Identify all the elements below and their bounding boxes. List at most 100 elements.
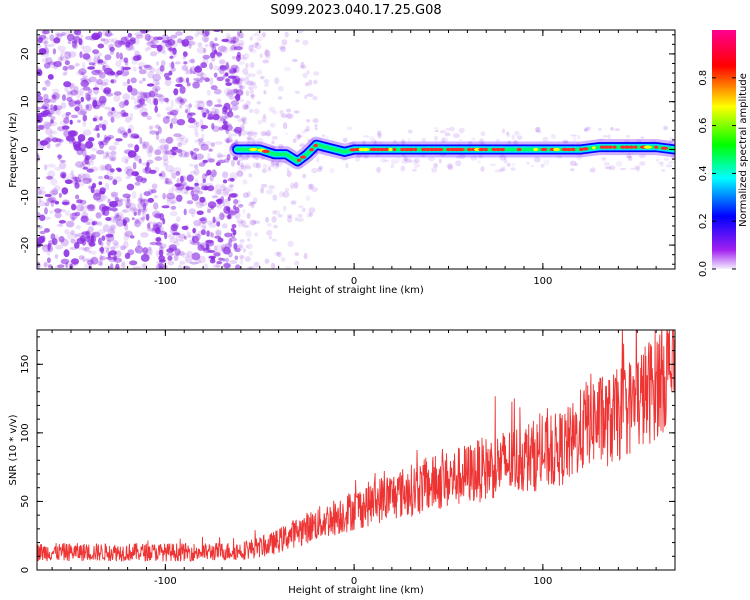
- noise-speck: [124, 166, 129, 175]
- noise-speck: [248, 86, 254, 90]
- noise-speck: [108, 250, 117, 256]
- noise-speck: [187, 41, 196, 46]
- noise-speck: [69, 140, 73, 145]
- halo-speck: [458, 127, 465, 134]
- noise-speck: [197, 244, 205, 251]
- halo-speck: [400, 165, 406, 172]
- noise-speck: [196, 210, 204, 216]
- noise-speck: [188, 208, 196, 215]
- noise-speck: [96, 220, 103, 225]
- noise-speck: [129, 131, 133, 140]
- noise-speck: [180, 150, 188, 158]
- noise-speck: [213, 252, 221, 257]
- halo-speck: [377, 133, 382, 139]
- halo-speck: [666, 164, 673, 168]
- noise-speck: [46, 142, 51, 149]
- noise-speck: [229, 172, 238, 180]
- noise-speck: [229, 68, 236, 75]
- noise-speck: [37, 37, 43, 44]
- noise-speck: [67, 232, 75, 240]
- noise-speck: [277, 158, 281, 163]
- noise-speck: [207, 250, 216, 253]
- noise-speck: [156, 221, 163, 228]
- noise-speck: [150, 189, 157, 194]
- track-peak: [633, 145, 638, 149]
- noise-speck: [106, 247, 110, 254]
- noise-speck: [229, 40, 236, 44]
- noise-speck: [98, 164, 107, 172]
- noise-speck: [286, 170, 292, 177]
- noise-speck: [159, 45, 166, 54]
- noise-speck: [178, 76, 184, 83]
- halo-speck: [511, 134, 515, 140]
- noise-speck: [43, 40, 49, 45]
- halo-speck: [455, 160, 462, 167]
- noise-speck: [93, 116, 101, 123]
- noise-speck: [56, 223, 63, 227]
- noise-speck: [226, 89, 236, 96]
- noise-speck: [178, 264, 183, 269]
- noise-speck: [246, 212, 251, 219]
- track-peak: [383, 147, 389, 152]
- noise-speck: [121, 261, 126, 269]
- noise-speck: [249, 73, 256, 78]
- noise-speck: [265, 216, 269, 223]
- halo-speck: [341, 158, 348, 162]
- noise-speck: [253, 131, 257, 138]
- noise-speck: [229, 68, 236, 74]
- noise-speck: [304, 94, 308, 100]
- noise-speck: [42, 47, 50, 55]
- noise-speck: [75, 194, 80, 200]
- noise-speck: [232, 156, 239, 161]
- noise-speck: [280, 46, 286, 53]
- noise-speck: [121, 209, 130, 214]
- noise-speck: [229, 237, 237, 242]
- noise-speck: [55, 143, 60, 148]
- noise-speck: [167, 111, 174, 116]
- noise-speck: [211, 56, 216, 62]
- noise-speck: [122, 112, 129, 117]
- noise-speck: [99, 82, 109, 86]
- noise-speck: [37, 67, 42, 72]
- track-peak: [628, 145, 634, 149]
- noise-speck: [202, 47, 207, 54]
- noise-speck: [230, 64, 239, 70]
- noise-speck: [56, 108, 62, 116]
- noise-speck: [98, 95, 107, 104]
- halo-speck: [513, 139, 518, 146]
- noise-speck: [247, 238, 251, 242]
- noise-speck: [155, 124, 160, 129]
- noise-speck: [101, 197, 106, 202]
- noise-speck: [184, 109, 189, 113]
- noise-speck: [134, 219, 141, 228]
- noise-speck: [186, 82, 191, 87]
- noise-speck: [133, 153, 139, 161]
- noise-speck: [311, 187, 318, 193]
- noise-speck: [286, 108, 291, 113]
- noise-speck: [261, 116, 267, 123]
- halo-speck: [478, 154, 484, 159]
- halo-speck: [619, 167, 627, 171]
- noise-speck: [74, 106, 80, 112]
- snr-xlabel: Height of straight line (km): [288, 585, 424, 596]
- noise-speck: [196, 30, 200, 35]
- noise-speck: [127, 128, 132, 134]
- noise-speck: [214, 184, 222, 190]
- track-peak: [436, 147, 444, 152]
- noise-speck: [294, 90, 300, 94]
- noise-speck: [154, 87, 158, 96]
- track-peak: [249, 147, 258, 152]
- noise-speck: [122, 93, 130, 101]
- noise-speck: [168, 70, 173, 76]
- noise-speck: [142, 77, 146, 82]
- noise-speck: [133, 211, 137, 216]
- noise-speck: [104, 136, 112, 141]
- noise-speck: [263, 113, 266, 119]
- noise-speck: [71, 202, 76, 210]
- colorbar-gradient: [712, 30, 736, 269]
- noise-speck: [174, 248, 181, 256]
- noise-speck: [155, 213, 161, 219]
- noise-speck: [152, 222, 159, 228]
- noise-speck: [250, 94, 256, 98]
- noise-speck: [281, 39, 288, 46]
